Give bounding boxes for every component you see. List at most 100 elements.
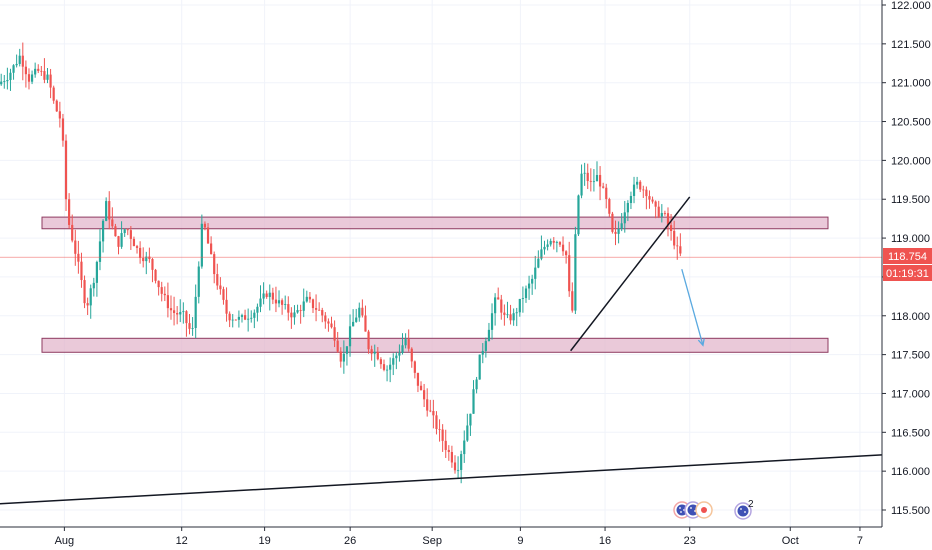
- candle-body: [651, 199, 654, 202]
- candle-body: [614, 231, 617, 234]
- candle-body: [629, 195, 633, 204]
- candle-body: [234, 319, 237, 321]
- candle-body: [546, 244, 549, 247]
- candle-body: [237, 316, 240, 320]
- time-tick-label: Oct: [782, 535, 799, 547]
- candle-body: [339, 351, 342, 362]
- candle-body: [413, 361, 416, 373]
- candle-body: [101, 220, 105, 242]
- candle-body: [669, 225, 673, 231]
- candle-body: [642, 189, 645, 191]
- candle-body: [98, 241, 102, 262]
- candle-body: [580, 173, 583, 196]
- candle-body: [333, 327, 336, 341]
- candle-body: [123, 229, 126, 234]
- candle-body: [284, 304, 287, 305]
- time-axis-ticks[interactable]: Aug 12 19 26 Sep 9 16 23 Oct 7: [55, 527, 863, 547]
- candle-body: [679, 246, 682, 254]
- candle-body: [611, 213, 614, 232]
- candle-body: [43, 71, 46, 80]
- candle-body: [352, 321, 355, 327]
- candle-body: [487, 329, 491, 342]
- candle-body: [71, 224, 74, 241]
- candle-body: [228, 313, 231, 321]
- candle-body: [231, 319, 234, 321]
- candle-body: [253, 312, 256, 318]
- candle-body: [142, 257, 145, 262]
- candle-body: [429, 410, 432, 412]
- candle-body: [305, 296, 308, 302]
- candle-body: [645, 189, 648, 197]
- candle-body: [472, 389, 475, 414]
- candle-body: [18, 55, 21, 64]
- candle-body: [290, 312, 293, 318]
- rising-trendline[interactable]: [570, 196, 691, 352]
- candle-body: [441, 429, 444, 441]
- last-price-tag: [883, 248, 932, 264]
- candle-body: [281, 300, 284, 305]
- candle-body: [379, 359, 383, 365]
- candle-body: [419, 385, 423, 391]
- candle-body: [27, 74, 31, 82]
- candle-body: [484, 341, 487, 351]
- time-tick-label: 16: [599, 535, 611, 547]
- price-tick-label: 121.000: [891, 78, 931, 90]
- candle-body: [404, 339, 407, 346]
- candle-body: [111, 219, 114, 227]
- news-marker-icon[interactable]: [695, 501, 713, 519]
- last-price-label: 118.754: [888, 251, 927, 263]
- candle-body: [64, 140, 68, 200]
- candle-body: [540, 249, 543, 259]
- price-axis-ticks[interactable]: 115.500 116.000 116.500 117.000 117.500 118.0…: [882, 0, 931, 517]
- event-markers[interactable]: 2: [673, 499, 754, 520]
- candle-body: [592, 181, 596, 183]
- support-zone[interactable]: [41, 337, 829, 353]
- candle-body: [620, 223, 623, 229]
- projection-arrow-shaft[interactable]: [681, 268, 704, 346]
- line-layer: [0, 196, 883, 505]
- projection-arrow-head: [697, 338, 705, 347]
- candle-body: [506, 314, 509, 316]
- resistance-zone[interactable]: [41, 216, 829, 230]
- candle-body: [132, 238, 136, 247]
- candle-body: [265, 293, 268, 297]
- candle-body: [157, 280, 160, 288]
- price-tick-label: 118.000: [891, 311, 930, 323]
- candle-body: [639, 181, 642, 190]
- long-trendline[interactable]: [0, 454, 883, 505]
- candle-body: [663, 213, 667, 214]
- candle-body: [355, 317, 358, 322]
- candle-body: [392, 358, 395, 365]
- candle-body: [277, 300, 281, 304]
- candle-body: [225, 299, 228, 314]
- candle-body: [40, 70, 43, 72]
- candle-body: [55, 100, 58, 112]
- candle-body: [389, 364, 392, 370]
- time-axis-background: [0, 527, 932, 550]
- candle-body: [574, 234, 577, 311]
- candle-body: [176, 313, 179, 315]
- candle-body: [6, 80, 9, 82]
- candle-body: [83, 280, 86, 304]
- candle-body: [74, 240, 77, 254]
- candle-body: [608, 199, 611, 214]
- calendar-event-icon[interactable]: [734, 502, 752, 520]
- time-tick-label: Aug: [55, 535, 75, 547]
- candle-body: [139, 247, 142, 258]
- candle-body: [151, 259, 154, 270]
- candle-body: [364, 315, 367, 332]
- candle-body: [52, 87, 55, 101]
- candle-body: [450, 451, 454, 463]
- candle-body: [589, 180, 592, 182]
- candle-body: [660, 213, 663, 217]
- candle-body: [438, 429, 441, 430]
- candle-body: [531, 278, 534, 284]
- candle-body: [385, 369, 389, 371]
- candle-body: [330, 323, 333, 328]
- candle-body: [247, 318, 250, 320]
- candle-body: [543, 246, 546, 250]
- candle-body: [626, 203, 629, 213]
- candle-body: [191, 327, 194, 329]
